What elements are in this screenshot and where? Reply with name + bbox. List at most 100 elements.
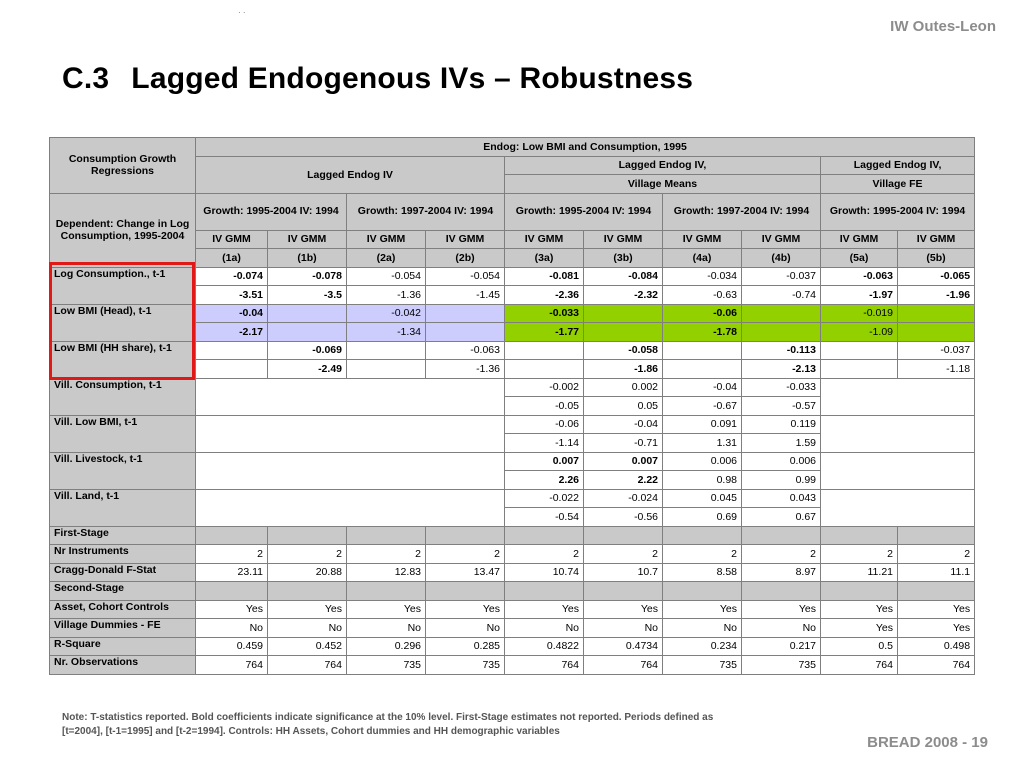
column-label: (2b)	[425, 248, 505, 268]
tstat-cell: -1.78	[662, 322, 742, 342]
tstat-cell	[820, 359, 898, 379]
results-table: Consumption Growth Regressions Endog: Lo…	[49, 137, 976, 675]
coef-cell: 0.007	[583, 451, 663, 471]
section-blank	[896, 525, 976, 545]
stat-cell: 8.58	[662, 562, 742, 582]
tstat-cell: -1.86	[583, 359, 663, 379]
row-label: R-Square	[49, 636, 196, 656]
tstat-cell	[896, 322, 976, 342]
methods-row: IV GMM IV GMM IV GMM IV GMM IV GMM IV GMM IV G…	[50, 229, 976, 249]
stat-cell: 10.74	[504, 562, 584, 582]
growth-header: Growth: 1995-2004 IV: 1994	[504, 192, 663, 231]
coef-cell: -0.054	[425, 266, 505, 286]
stat-cell: 764	[504, 655, 584, 675]
tstat-cell: -0.71	[583, 433, 663, 453]
stat-cell: Yes	[267, 599, 347, 619]
stat-cell: 764	[583, 655, 663, 675]
stat-cell: 0.5	[820, 636, 898, 656]
section-blank	[583, 525, 663, 545]
stat-cell: No	[425, 618, 505, 638]
coef-cell: 0.043	[741, 488, 821, 508]
stat-cell: 11.21	[820, 562, 898, 582]
nr_instr-row: Nr Instruments 2 2 2 2 2 2 2 2 2 2	[49, 544, 976, 564]
row-label: Vill. Low BMI, t-1	[49, 414, 196, 453]
coef-cell: -0.019	[820, 303, 898, 323]
stat-cell: 2	[583, 544, 663, 564]
stat-cell: Yes	[820, 599, 898, 619]
coef-cell: 0.006	[741, 451, 821, 471]
first-stage-row: First-Stage	[49, 525, 976, 545]
row-label: Low BMI (HH share), t-1	[49, 340, 196, 379]
growth-header: Growth: 1995-2004 IV: 1994	[195, 192, 347, 231]
coef-cell: 0.007	[504, 451, 584, 471]
stat-cell: Yes	[820, 618, 898, 638]
method-cell: IV GMM	[662, 229, 742, 249]
stat-cell: 0.498	[896, 636, 976, 656]
logcons-t-row: -3.51 -3.5 -1.36 -1.45 -2.36 -2.32 -0.63 -0.74-…	[50, 285, 976, 305]
decorative-dots: · ·	[238, 8, 246, 17]
row-label: Cragg-Donald F-Stat	[49, 562, 196, 582]
tstat-cell: 0.69	[662, 507, 742, 527]
stat-cell: 8.97	[741, 562, 821, 582]
coef-cell: 0.006	[662, 451, 742, 471]
second-stage-row: Second-Stage	[49, 581, 976, 601]
coef-cell: -0.002	[504, 377, 584, 397]
group2-header-1: Lagged Endog IV,	[504, 155, 821, 175]
coef-cell: -0.04	[195, 303, 268, 323]
coef-cell	[741, 303, 821, 323]
table-note: Note: T-statistics reported. Bold coeffi…	[62, 712, 714, 737]
tstat-cell	[504, 359, 584, 379]
lowbmi_hh-coef-row: Low BMI (HH share), t-1 -0.069 -0.063 -0.05…	[49, 340, 976, 379]
tstat-cell: -1.18	[896, 359, 976, 379]
method-cell: IV GMM	[195, 229, 268, 249]
tstat-cell: 2.26	[504, 470, 584, 490]
column-label: (3b)	[583, 248, 663, 268]
stat-cell: Yes	[896, 599, 976, 619]
coef-cell	[346, 340, 426, 360]
row-label: Asset, Cohort Controls	[49, 599, 196, 619]
section-blank	[267, 525, 347, 545]
corner-top: Consumption Growth Regressions	[49, 137, 196, 194]
growth-header: Growth: 1997-2004 IV: 1994	[346, 192, 505, 231]
coef-cell: -0.058	[583, 340, 663, 360]
row-label: Nr. Observations	[49, 655, 196, 675]
vill_cons-coef-row: Vill. Consumption, t-1 -0.002 0.002 -0.04 -0…	[49, 377, 976, 416]
method-cell: IV GMM	[267, 229, 347, 249]
vill_bmi-coef-row: Vill. Low BMI, t-1 -0.06 -0.04 0.091 0.119	[49, 414, 976, 453]
coef-cell: 0.091	[662, 414, 742, 434]
coef-cell: -0.022	[504, 488, 584, 508]
stat-cell: 2	[662, 544, 742, 564]
tstat-cell: 0.98	[662, 470, 742, 490]
stat-cell: No	[662, 618, 742, 638]
group3-header-1: Lagged Endog IV,	[819, 155, 976, 175]
vdum-row: Village Dummies - FE No No No No No No No No Yes Y…	[49, 618, 976, 638]
empty-cell	[819, 451, 976, 490]
stat-cell: Yes	[896, 618, 976, 638]
row-label: Vill. Land, t-1	[49, 488, 196, 527]
tstat-cell: -1.09	[820, 322, 898, 342]
stat-cell: 2	[820, 544, 898, 564]
tstat-cell: -3.51	[195, 285, 268, 305]
stat-cell: 764	[267, 655, 347, 675]
empty-cell	[819, 414, 976, 453]
stat-cell: 2	[195, 544, 268, 564]
tstat-cell: -0.57	[741, 396, 821, 416]
section-blank	[741, 525, 821, 545]
empty-cell	[195, 414, 505, 453]
stat-cell: 0.452	[267, 636, 347, 656]
coef-cell: -0.06	[504, 414, 584, 434]
stat-cell: Yes	[504, 599, 584, 619]
growth-header: Growth: 1997-2004 IV: 1994	[662, 192, 821, 231]
stat-cell: 764	[896, 655, 976, 675]
coef-cell	[504, 340, 584, 360]
tstat-cell	[662, 359, 742, 379]
coef-cell: -0.06	[662, 303, 742, 323]
vill_live-coef-row: Vill. Livestock, t-1 0.007 0.007 0.006 0.006	[49, 451, 976, 490]
tstat-cell: -1.45	[425, 285, 505, 305]
row-label: Nr Instruments	[49, 544, 196, 564]
stat-cell: Yes	[425, 599, 505, 619]
section-blank	[662, 581, 742, 601]
asset-row: Asset, Cohort Controls Yes Yes Yes Yes Yes Yes…	[49, 599, 976, 619]
vill_bmi-t-row: -1.14 -0.71 1.31 1.59	[50, 433, 975, 453]
section-blank	[896, 581, 976, 601]
